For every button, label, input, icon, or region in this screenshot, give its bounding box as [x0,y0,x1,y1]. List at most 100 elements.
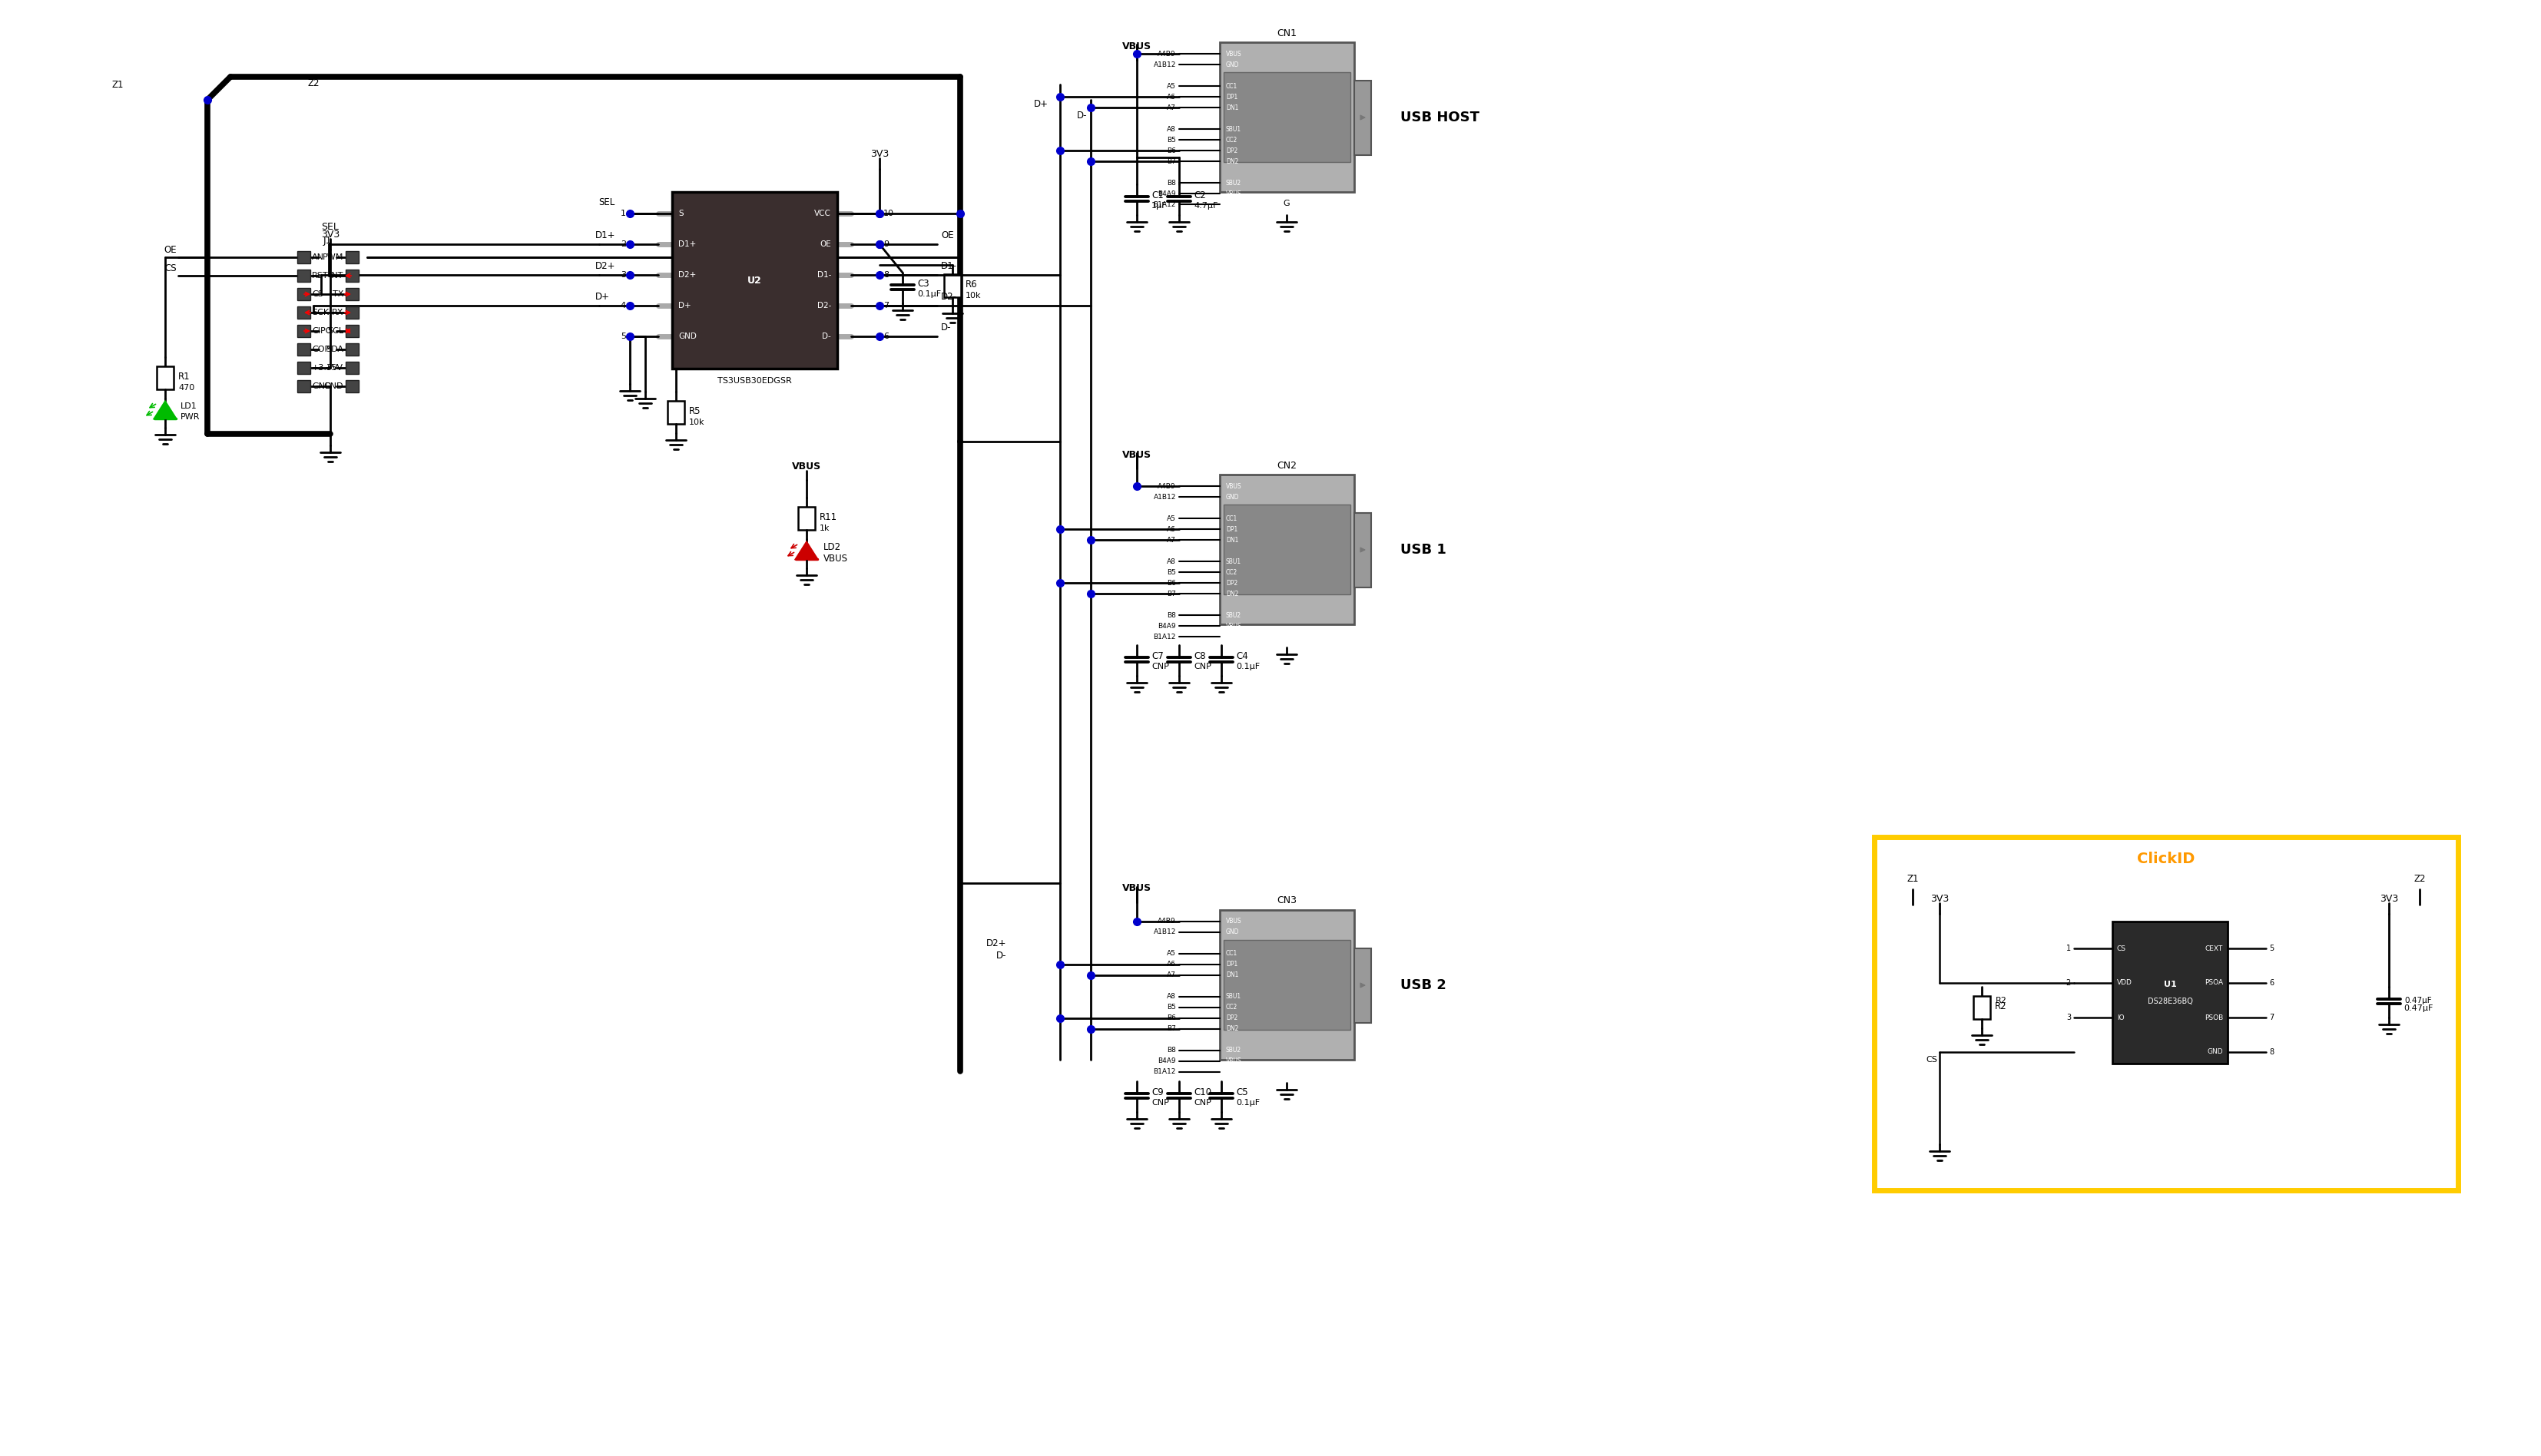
Text: CN2: CN2 [1276,460,1296,470]
Text: 7: 7 [884,301,889,310]
Text: CC1: CC1 [1225,515,1237,521]
Text: AN: AN [313,253,325,261]
Text: 3V3: 3V3 [320,229,340,239]
Text: LO: LO [750,179,760,186]
Text: VCC: VCC [813,210,831,217]
Text: A7: A7 [1166,103,1176,111]
Text: C7: C7 [1151,651,1164,661]
Text: R11: R11 [821,513,839,521]
Bar [297,269,310,282]
Text: PWM: PWM [323,253,343,261]
Text: OE: OE [821,240,831,248]
Text: C10: C10 [1194,1088,1212,1096]
Text: A4B9: A4B9 [1159,919,1176,925]
Bar [346,288,358,300]
Text: VBUS: VBUS [1225,51,1243,57]
Text: USB 2: USB 2 [1400,978,1446,992]
Text: 8: 8 [2269,1048,2274,1056]
Text: SBU2: SBU2 [1225,1047,1243,1054]
Text: B8: B8 [1166,612,1176,619]
Text: B1A12: B1A12 [1154,201,1176,208]
Bar [158,367,173,389]
Text: A1B12: A1B12 [1154,494,1176,501]
Text: A8: A8 [1166,125,1176,132]
Bar [346,250,358,264]
Text: LD2: LD2 [823,542,841,552]
Bar [1354,948,1372,1024]
Text: A8: A8 [1166,558,1176,565]
Text: CNP: CNP [1151,662,1169,670]
Text: OE: OE [165,245,178,255]
Text: Z2: Z2 [307,79,320,87]
Text: SCK: SCK [313,309,328,316]
Text: GND: GND [1225,494,1240,501]
Text: VBUS: VBUS [1225,191,1243,197]
Bar [673,192,839,368]
Text: CNP: CNP [1194,1099,1212,1107]
Text: A6: A6 [1166,961,1176,968]
Text: B8: B8 [1166,179,1176,186]
Text: CIPO: CIPO [313,328,333,335]
Text: SBU2: SBU2 [1225,612,1243,619]
Text: ClickID: ClickID [2137,852,2195,866]
Text: SDA: SDA [325,345,343,354]
Text: A8: A8 [1166,993,1176,1000]
Bar [346,380,358,393]
Bar [1354,513,1372,587]
Text: TS3USB30EDGSR: TS3USB30EDGSR [717,377,790,384]
Bar [668,400,684,424]
Text: RX: RX [330,309,343,316]
Text: VBUS: VBUS [1225,919,1243,925]
Text: C1: C1 [1151,191,1164,199]
Text: A1B12: A1B12 [1154,929,1176,936]
Text: CC2: CC2 [1225,1005,1237,1010]
Text: A6: A6 [1166,526,1176,533]
Text: 5: 5 [2269,945,2274,952]
Text: SCL: SCL [328,328,343,335]
Text: D-: D- [823,332,831,341]
Text: D2+: D2+ [986,938,1006,948]
Text: DP1: DP1 [1225,526,1237,533]
Bar [297,380,310,393]
Text: GND: GND [323,383,343,390]
Bar [1354,80,1372,156]
Bar [2112,922,2228,1063]
Text: 3V3: 3V3 [2378,894,2399,904]
Text: C5: C5 [1235,1088,1248,1096]
Text: D+: D+ [678,301,691,310]
Text: CC1: CC1 [1225,951,1237,957]
Text: R2: R2 [1995,997,2007,1005]
Bar [297,250,310,264]
Text: Z1: Z1 [112,80,125,89]
Text: 0.1μF: 0.1μF [1235,1099,1260,1107]
Text: B6: B6 [1166,1015,1176,1022]
Text: D+: D+ [595,291,610,301]
Text: USB HOST: USB HOST [1400,111,1479,124]
Text: C3: C3 [917,278,930,288]
Text: D2+: D2+ [595,261,615,271]
Bar [1220,910,1354,1060]
Text: CS: CS [165,264,178,274]
Text: CN3: CN3 [1276,895,1296,906]
Text: DP2: DP2 [1225,579,1237,587]
Text: SBU2: SBU2 [1225,179,1243,186]
Text: A5: A5 [1166,951,1176,957]
Bar [1220,42,1354,192]
Text: 10k: 10k [689,418,704,427]
Text: VBUS: VBUS [793,462,821,472]
Text: S: S [678,210,684,217]
Text: CC2: CC2 [1225,569,1237,575]
Text: D+: D+ [1034,99,1049,109]
Text: A7: A7 [1166,536,1176,543]
Text: SBU1: SBU1 [1225,125,1243,132]
Text: B7: B7 [1166,590,1176,597]
Bar [1974,996,1990,1019]
Text: R6: R6 [966,280,978,290]
Text: GND: GND [1225,929,1240,936]
Text: D2-: D2- [818,301,831,310]
Text: DP1: DP1 [1225,961,1237,968]
Text: 3V3: 3V3 [869,149,889,159]
Bar [297,288,310,300]
Text: R2: R2 [1995,1002,2007,1010]
Text: SBU1: SBU1 [1225,558,1243,565]
